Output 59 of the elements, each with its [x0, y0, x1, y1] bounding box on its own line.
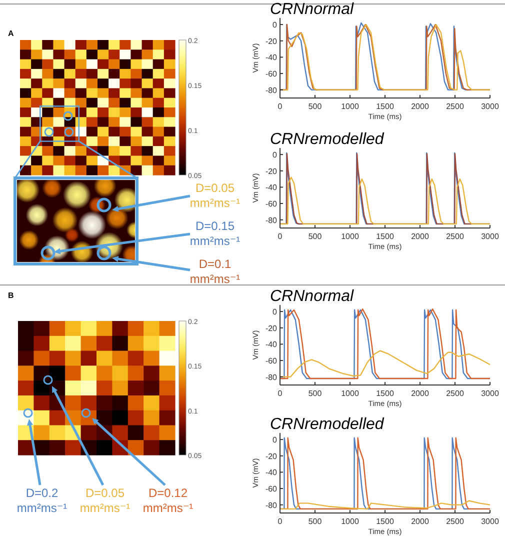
text: D=0.1 mm²ms⁻¹ [190, 257, 240, 286]
x-tick-label: 3000 [481, 102, 500, 111]
chart-title: CRNnormal [270, 288, 354, 305]
y-tick-label: -60 [265, 356, 278, 366]
y-tick-label: -40 [265, 53, 278, 62]
x-tick-label: 1500 [376, 517, 394, 526]
x-tick-label: 1000 [341, 389, 360, 398]
text: B [8, 291, 14, 300]
text: D=0.2 mm²ms⁻¹ [16, 486, 68, 515]
x-tick-label: 2000 [411, 232, 430, 241]
x-tick-label: 1000 [341, 102, 360, 111]
x-tick-label: 2000 [411, 389, 430, 398]
y-tick-label: -20 [265, 452, 278, 461]
x-tick-label: 3000 [481, 517, 500, 526]
y-tick-label: -40 [265, 183, 278, 192]
y-tick-label: -40 [265, 340, 278, 350]
y-tick-label: 0 [272, 436, 278, 445]
x-tick-label: 1000 [341, 517, 360, 526]
x-tick-label: 2000 [411, 517, 430, 526]
y-tick-label: 0 [272, 308, 278, 317]
x-tick-label: 2000 [411, 102, 430, 111]
x-tick-label: 1500 [376, 389, 394, 398]
y-tick-label: -80 [265, 86, 278, 95]
x-tick-label: 500 [308, 102, 322, 111]
y-tick-label: -80 [265, 500, 278, 510]
x-tick-label: 500 [308, 389, 322, 398]
x-tick-label: 2500 [446, 232, 464, 241]
y-tick-label: -20 [265, 324, 278, 333]
y-tick-label: -20 [265, 36, 278, 46]
x-tick-label: 500 [308, 517, 322, 526]
x-tick-label: 3000 [481, 389, 500, 398]
y-tick-label: -80 [265, 216, 278, 225]
y-tick-label: -60 [265, 200, 278, 209]
text: D=0.15 mm²ms⁻¹ [190, 219, 240, 248]
y-tick-label: -20 [265, 166, 278, 176]
line-series [279, 176, 491, 225]
x-tick-label: 1500 [376, 102, 394, 111]
y-tick-label: -40 [265, 468, 278, 478]
text: D=0.12 mm²ms⁻¹ [142, 486, 194, 515]
text: A [8, 29, 14, 38]
line-series [279, 500, 491, 510]
y-tick-label: -60 [265, 484, 278, 494]
chart-title: CRNremodelled [270, 416, 385, 433]
x-tick-label: 500 [308, 232, 322, 241]
chart-title: CRNremodelled [270, 131, 385, 148]
y-tick-label: -60 [265, 70, 278, 79]
x-tick-label: 1500 [376, 232, 394, 241]
x-tick-label: 2500 [446, 102, 464, 111]
line-series [279, 350, 491, 378]
chart-title: CRNnormal [270, 1, 354, 18]
y-tick-label: -80 [265, 372, 278, 382]
y-tick-label: 0 [272, 20, 278, 30]
y-tick-label: 0 [272, 150, 278, 160]
text: D=0.05 mm²ms⁻¹ [190, 181, 240, 210]
x-tick-label: 1000 [341, 232, 360, 241]
x-tick-label: 2500 [446, 517, 464, 526]
x-tick-label: 2500 [446, 389, 464, 398]
text: D=0.05 mm²ms⁻¹ [80, 486, 130, 515]
x-tick-label: 3000 [481, 232, 500, 241]
